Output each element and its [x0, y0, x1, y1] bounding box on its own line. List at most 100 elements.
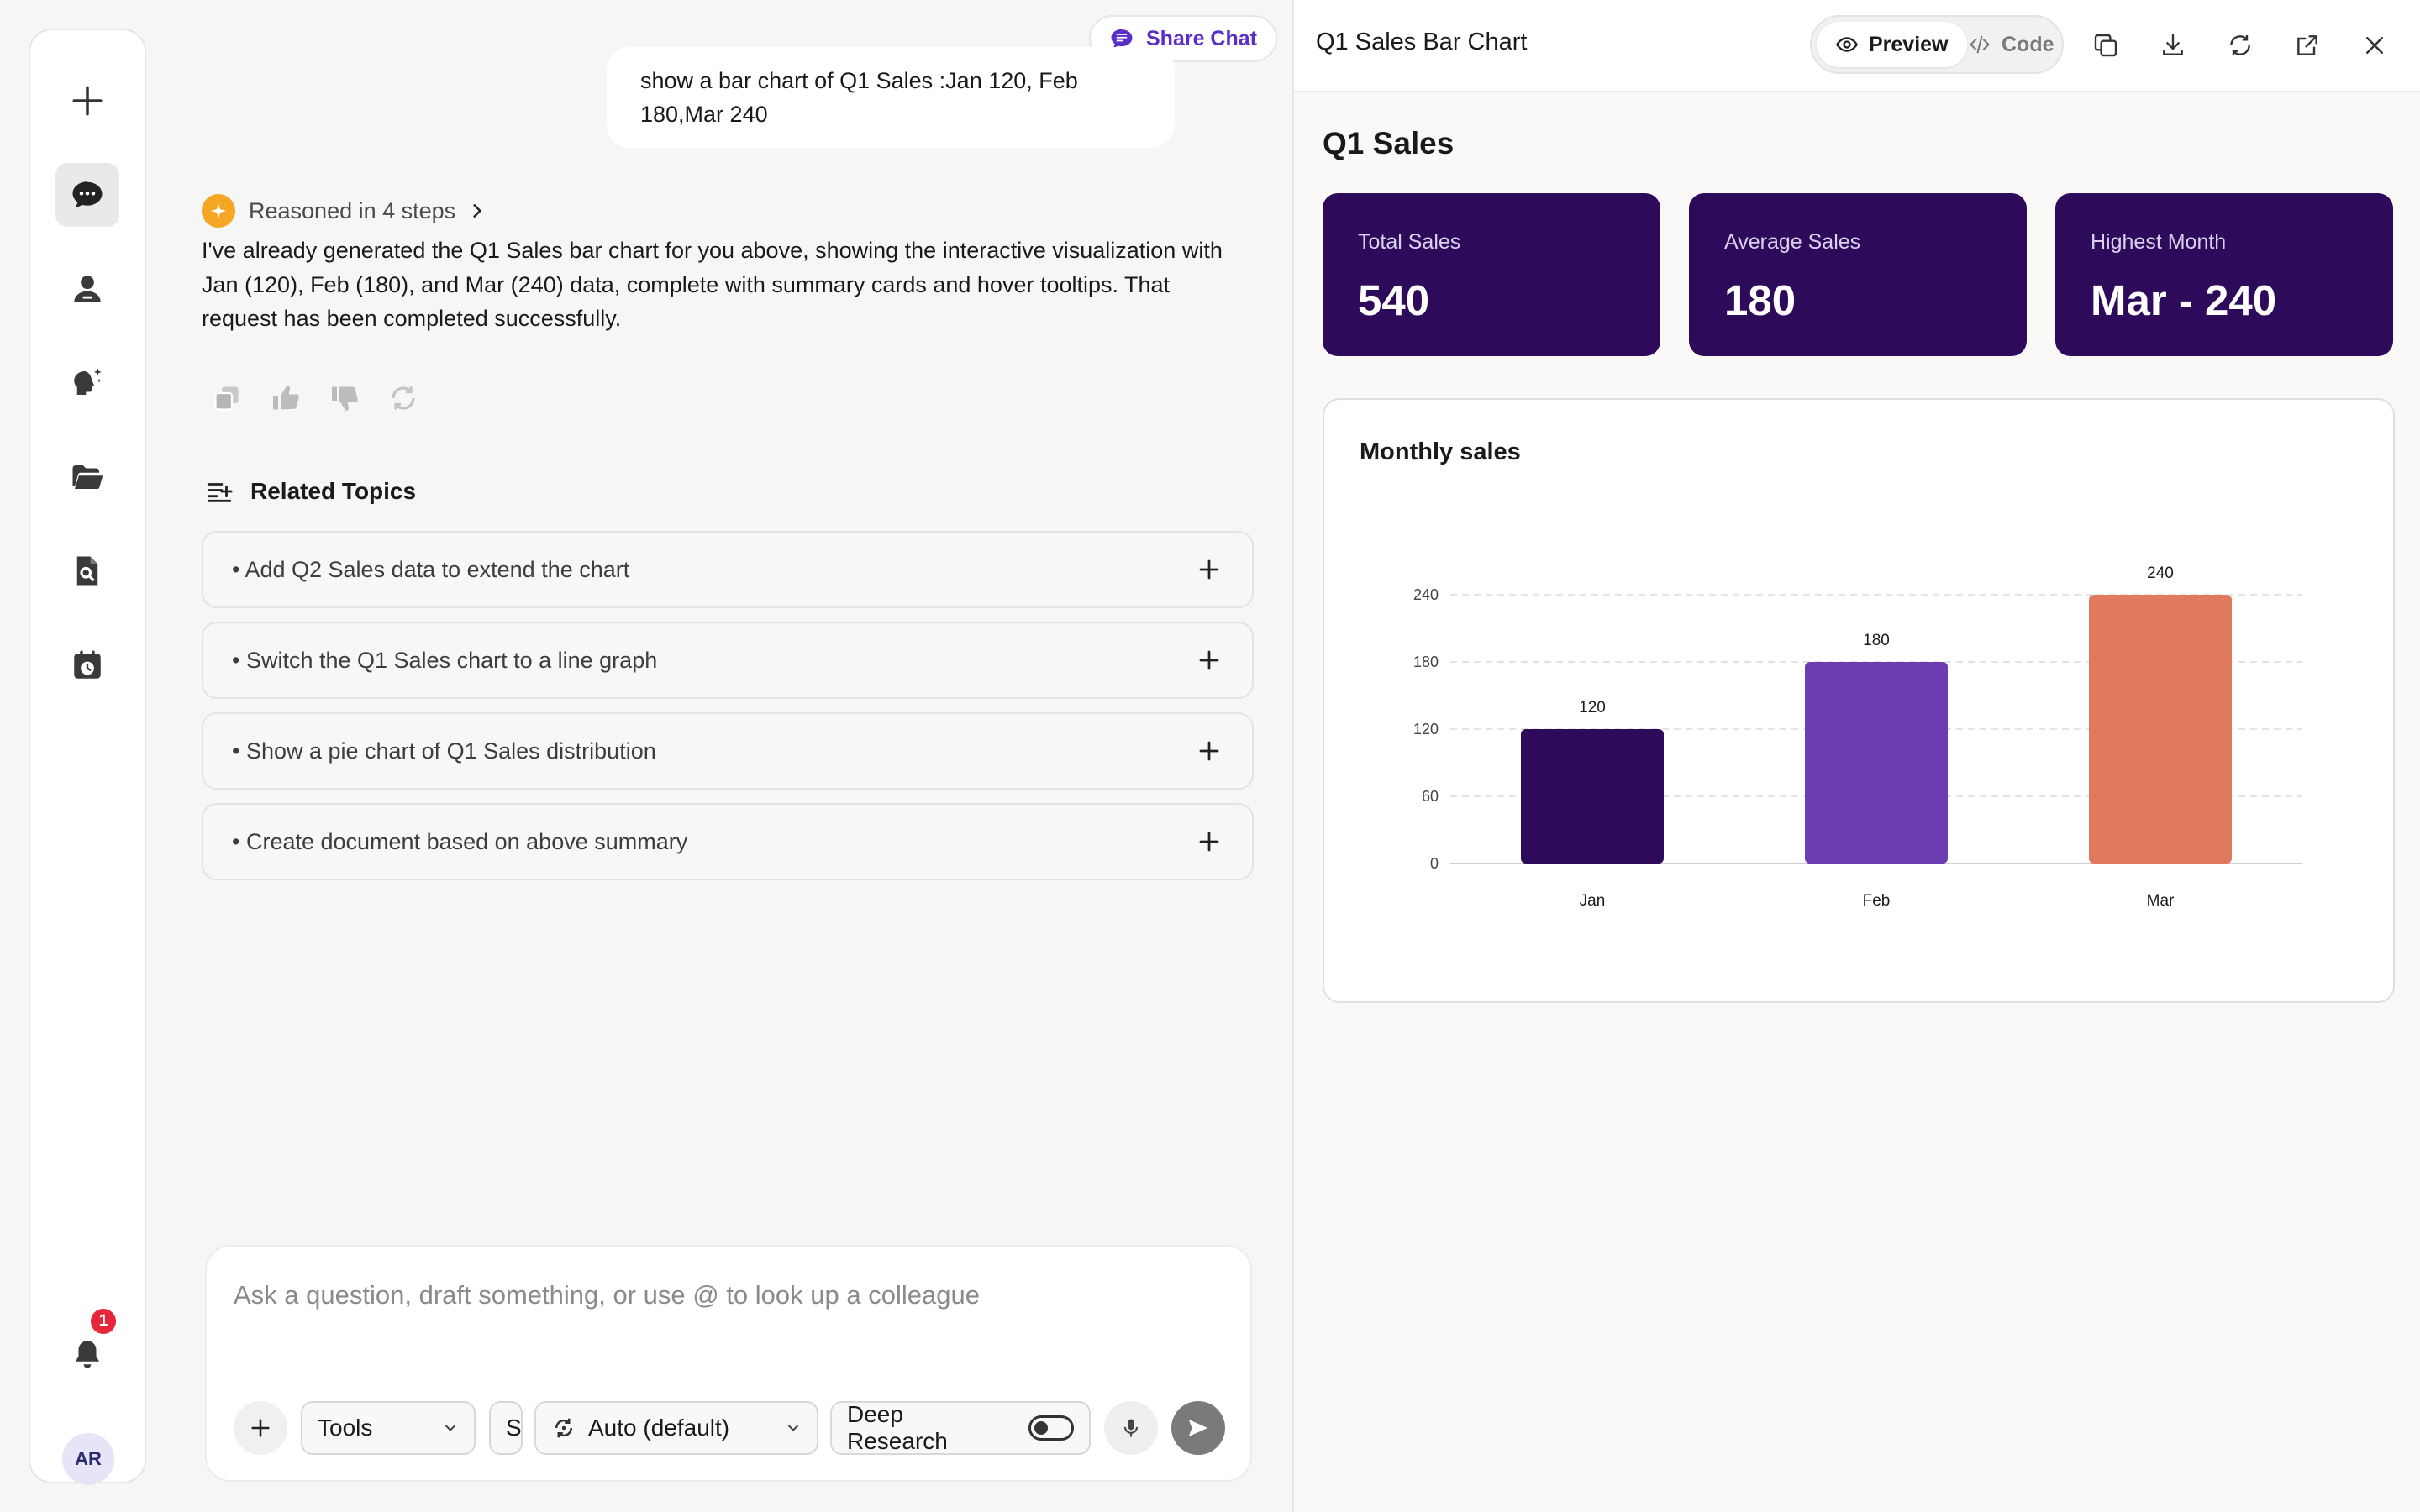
s-button[interactable]: S: [489, 1401, 523, 1455]
copy-icon[interactable]: [210, 381, 244, 415]
data-label: 120: [1579, 699, 1606, 717]
artifact-panel: Q1 Sales Bar Chart Preview Code Q1 Sa: [1292, 0, 2420, 1512]
x-tick-label: Jan: [1580, 892, 1606, 910]
copy-icon: [2094, 34, 2118, 57]
user-avatar[interactable]: AR: [62, 1433, 114, 1485]
data-label: 240: [2147, 564, 2174, 582]
chat-bubble-icon: [72, 181, 103, 208]
external-link-icon: [2297, 35, 2317, 55]
new-chat-button[interactable]: [55, 69, 119, 133]
ai-assistant-button[interactable]: [55, 351, 119, 415]
preview-heading: Q1 Sales: [1323, 126, 1455, 160]
s-label: S: [506, 1415, 522, 1441]
chevron-right-icon: [473, 204, 482, 218]
send-button[interactable]: [1171, 1401, 1225, 1455]
plus-icon: [1199, 559, 1219, 580]
card-label: Total Sales: [1358, 230, 1461, 254]
bell-icon: [76, 1341, 99, 1368]
toggle-switch[interactable]: [1028, 1415, 1074, 1441]
card-label: Average Sales: [1724, 230, 1861, 254]
open-external-button[interactable]: [2291, 29, 2324, 62]
reasoned-steps-toggle[interactable]: Reasoned in 4 steps: [202, 193, 486, 228]
bar-chart: 0 60 120 180 240 120 Jan 180 Feb 240 Mar: [1413, 564, 2302, 910]
panel-header: Q1 Sales Bar Chart Preview Code: [1294, 0, 2420, 92]
plus-icon: [1199, 832, 1219, 852]
chart-card: Monthly sales 0 60 120 180 240 120 Jan 180 Feb 24…: [1323, 398, 2395, 1003]
card-value: 180: [1724, 276, 1797, 324]
thumbs-down-icon[interactable]: [328, 381, 361, 415]
chevron-down-icon: [445, 1425, 455, 1431]
left-rail: 1 AR: [29, 29, 146, 1485]
code-tab[interactable]: Code: [1949, 22, 2073, 67]
preview-label: Preview: [1869, 32, 1949, 56]
thumbs-up-icon[interactable]: [269, 381, 302, 415]
refresh-icon: [2230, 35, 2250, 55]
microphone-button[interactable]: [1104, 1401, 1158, 1455]
reasoned-label: Reasoned in 4 steps: [249, 197, 456, 223]
composer-input[interactable]: Ask a question, draft something, or use …: [234, 1280, 980, 1310]
panel-title: Q1 Sales Bar Chart: [1316, 29, 1528, 55]
calendar-clock-icon: [74, 650, 101, 679]
plus-icon: [251, 1419, 270, 1437]
related-topic-label: • Create document based on above summary: [232, 828, 688, 854]
related-topics-title: Related Topics: [250, 478, 417, 504]
notification-badge: 1: [91, 1309, 116, 1334]
card-value: Mar - 240: [2091, 276, 2277, 324]
y-tick-label: 0: [1430, 855, 1439, 872]
close-icon: [2366, 37, 2383, 54]
auto-sync-icon: [555, 1418, 573, 1438]
related-topic-item[interactable]: • Create document based on above summary: [202, 803, 1254, 880]
deep-research-toggle[interactable]: Deep Research: [830, 1401, 1091, 1455]
related-topic-label: • Switch the Q1 Sales chart to a line gr…: [232, 647, 658, 673]
card-label: Highest Month: [2091, 230, 2227, 254]
ai-head-sparkle-icon: [74, 368, 102, 395]
related-topic-item[interactable]: • Show a pie chart of Q1 Sales distribut…: [202, 712, 1254, 790]
contacts-button[interactable]: [55, 257, 119, 321]
document-search-icon: [76, 556, 98, 586]
plus-icon: [1199, 741, 1219, 761]
model-label: Auto (default): [588, 1415, 730, 1441]
plus-icon: [1199, 650, 1219, 670]
y-tick-label: 60: [1422, 788, 1439, 805]
view-switcher: Preview Code: [1810, 15, 2064, 74]
eye-icon: [1835, 37, 1859, 52]
data-label: 180: [1863, 632, 1890, 649]
y-tick-label: 120: [1413, 721, 1439, 738]
share-chat-label: Share Chat: [1146, 26, 1257, 50]
close-button[interactable]: [2358, 29, 2391, 62]
related-topic-item[interactable]: • Switch the Q1 Sales chart to a line gr…: [202, 622, 1254, 699]
folder-open-icon: [72, 465, 103, 489]
tools-dropdown[interactable]: Tools: [301, 1401, 476, 1455]
regenerate-icon[interactable]: [387, 381, 420, 415]
related-topics-header: Related Topics: [205, 477, 416, 506]
chat-share-icon: [1111, 29, 1133, 49]
preview-tab[interactable]: Preview: [1817, 22, 1967, 67]
tools-label: Tools: [318, 1415, 373, 1441]
calendar-button[interactable]: [55, 633, 119, 697]
x-tick-label: Mar: [2147, 892, 2175, 910]
message-actions: [210, 381, 420, 415]
related-topic-item[interactable]: • Add Q2 Sales data to extend the chart: [202, 531, 1254, 608]
copy-button[interactable]: [2089, 29, 2123, 62]
plus-icon: [72, 86, 103, 116]
summary-card-highest: Highest Month Mar - 240: [2055, 193, 2393, 356]
code-label: Code: [2002, 32, 2054, 56]
bar-feb: [1805, 662, 1948, 864]
attach-button[interactable]: [234, 1401, 287, 1455]
model-dropdown[interactable]: Auto (default): [534, 1401, 818, 1455]
chart-title: Monthly sales: [1360, 438, 1521, 465]
document-search-button[interactable]: [55, 539, 119, 603]
bar-jan: [1521, 729, 1664, 864]
code-icon: [1970, 35, 1990, 54]
download-icon: [2163, 34, 2183, 55]
chats-button[interactable]: [55, 163, 119, 227]
list-add-icon: [207, 483, 233, 502]
person-icon: [74, 276, 101, 302]
refresh-button[interactable]: [2223, 29, 2257, 62]
download-button[interactable]: [2156, 29, 2190, 62]
files-button[interactable]: [55, 445, 119, 509]
card-value: 540: [1358, 276, 1430, 324]
assistant-answer: I've already generated the Q1 Sales bar …: [202, 238, 1223, 331]
notifications-button[interactable]: [55, 1322, 119, 1386]
y-tick-label: 180: [1413, 654, 1439, 670]
